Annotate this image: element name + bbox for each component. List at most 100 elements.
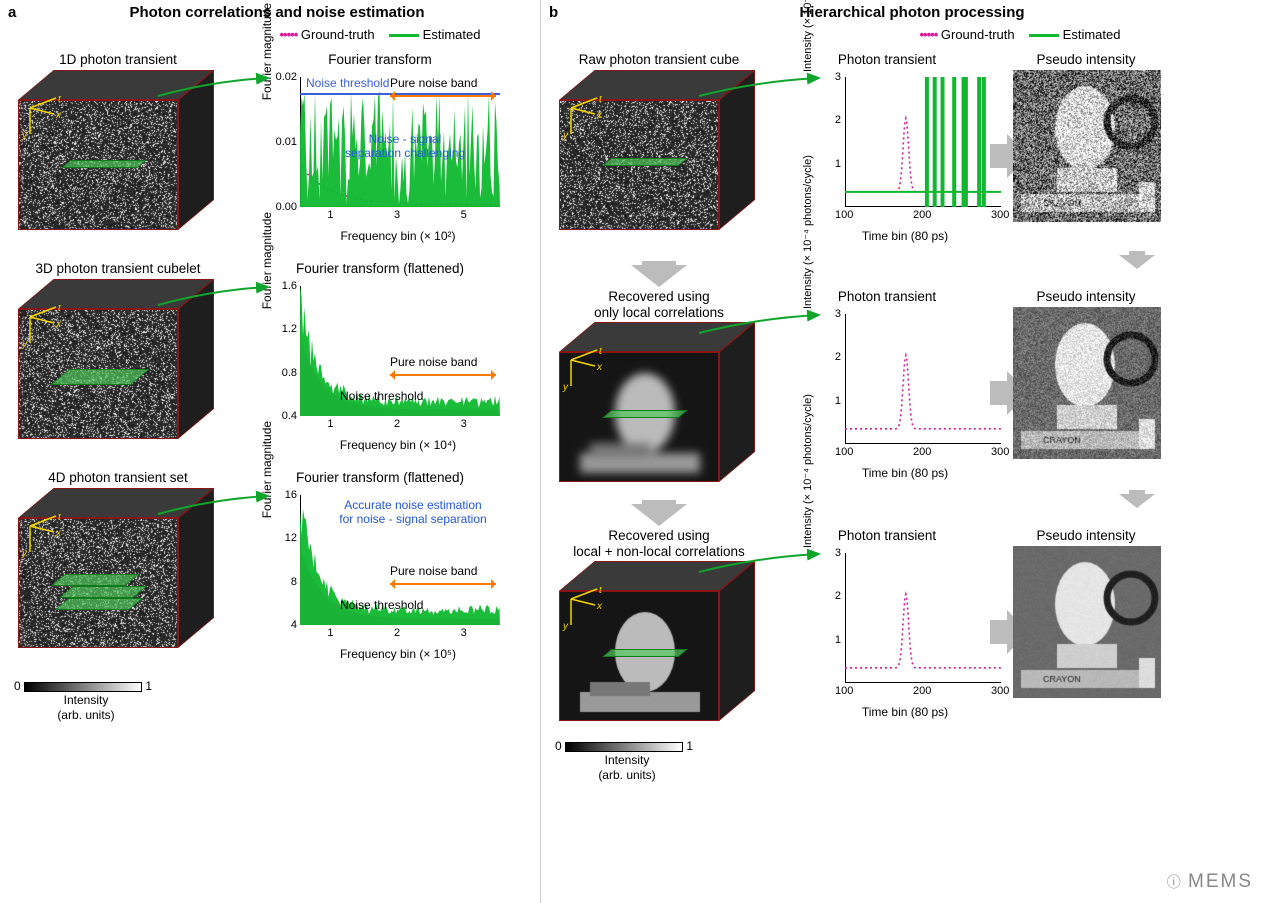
plot-area: Intensity (× 10⁻⁴ photons/cycle) 1231002… — [805, 306, 1005, 466]
svg-text:y: y — [21, 548, 28, 559]
legend-gt-label: Ground-truth — [941, 27, 1015, 42]
cb-max: 1 — [145, 679, 152, 693]
panel-b: b Hierarchical photon processing ••••• G… — [540, 0, 1269, 903]
colorbar-gradient — [24, 682, 142, 692]
xlabel: Frequency bin (× 10⁴) — [264, 438, 532, 452]
xlabel: Frequency bin (× 10⁵) — [264, 647, 532, 661]
plot-area: Fourier magnitude 481216123Noise thresho… — [264, 487, 504, 647]
legend-gt-dash: ••••• — [280, 27, 298, 42]
cube-wrap: 3D photon transient cubelet t x y — [8, 261, 228, 439]
cube-title: Raw photon transient cube — [549, 52, 769, 68]
pseudo-intensity-wrap: Pseudo intensity — [1005, 52, 1167, 222]
figure-root: a Photon correlations and noise estimati… — [0, 0, 1269, 903]
watermark-text: MEMS — [1188, 871, 1253, 892]
cb-min: 0 — [555, 739, 562, 753]
panel-b-legend: ••••• Ground-truth Estimated — [549, 21, 1261, 52]
ylabel: Fourier magnitude — [260, 421, 274, 518]
arrow-down-icon — [631, 504, 687, 526]
svg-text:y: y — [21, 130, 28, 141]
ylabel: Intensity (× 10⁻⁴ photons/cycle) — [801, 394, 814, 548]
cube-wrap: 4D photon transient set t x y — [8, 470, 228, 648]
cb-units: (arb. units) — [57, 708, 114, 722]
xlabel: Frequency bin (× 10²) — [264, 229, 532, 243]
cb-units: (arb. units) — [598, 768, 655, 782]
colorbar-b: 0 1 Intensity (arb. units) — [555, 739, 1261, 782]
legend-est-label: Estimated — [423, 27, 481, 42]
cube: t x y — [559, 322, 759, 482]
ylabel: Fourier magnitude — [260, 3, 274, 100]
cb-label: Intensity — [605, 753, 650, 767]
panel-a-row: 4D photon transient set t x y Fourier tr… — [8, 470, 532, 661]
plot-svg — [845, 553, 1001, 683]
legend-est-label: Estimated — [1063, 27, 1121, 42]
cube-wrap: Recovered usinglocal + non-local correla… — [549, 528, 769, 721]
ylabel: Fourier magnitude — [260, 212, 274, 309]
svg-text:x: x — [596, 362, 603, 373]
legend-gt-dash: ••••• — [920, 27, 938, 42]
thumb-image — [1013, 307, 1161, 459]
panel-a-title: Photon correlations and noise estimation — [22, 4, 532, 21]
svg-text:t: t — [58, 514, 62, 523]
panel-b-row: Recovered usinglocal + non-local correla… — [549, 528, 1261, 721]
panel-b-row: Raw photon transient cube t x y Photon t… — [549, 52, 1261, 243]
svg-text:t: t — [599, 96, 603, 105]
cube-title: 4D photon transient set — [8, 470, 228, 486]
svg-text:y: y — [562, 621, 569, 632]
cube-rod — [59, 586, 147, 598]
watermark: ⓘ MEMS — [1167, 871, 1253, 893]
fourier-plot: Fourier transform (flattened)Fourier mag… — [228, 470, 532, 661]
cube: t x y — [18, 279, 218, 439]
cube-wrap: Recovered usingonly local correlations t… — [549, 289, 769, 482]
ylabel: Intensity (× 10⁻⁴ photons/cycle) — [801, 155, 814, 309]
svg-text:x: x — [596, 110, 603, 121]
cube-rod — [602, 649, 688, 657]
arrow-down-icon — [631, 265, 687, 287]
cube-rod — [55, 598, 143, 610]
cube: t x y — [559, 561, 759, 721]
plot-area: Fourier magnitude 0.40.81.21.6123Noise t… — [264, 278, 504, 438]
svg-text:x: x — [596, 601, 603, 612]
cb-min: 0 — [14, 679, 21, 693]
cube: t x y — [559, 70, 759, 230]
cube-rod — [602, 410, 688, 418]
panel-b-row: Recovered usingonly local correlations t… — [549, 289, 1261, 482]
ylabel: Intensity (× 10⁻⁴ photons/cycle) — [801, 0, 814, 72]
svg-text:t: t — [58, 96, 62, 105]
svg-text:x: x — [55, 319, 62, 330]
legend-est-line — [1029, 34, 1059, 37]
thumb-image — [1013, 546, 1161, 698]
thumb-image — [1013, 70, 1161, 222]
cube-wrap: 1D photon transient t x y — [8, 52, 228, 230]
pseudo-intensity-wrap: Pseudo intensity — [1005, 528, 1167, 698]
xlabel: Time bin (80 ps) — [805, 705, 1005, 719]
cb-max: 1 — [686, 739, 693, 753]
cube-wrap: Raw photon transient cube t x y — [549, 52, 769, 230]
thumb-title: Pseudo intensity — [1005, 528, 1167, 543]
cube-rod — [602, 158, 688, 166]
plot-area: Intensity (× 10⁻⁴ photons/cycle) 1231002… — [805, 545, 1005, 705]
plot-area: Fourier magnitude 0.000.010.02135Noise t… — [264, 69, 504, 229]
cube-title: Recovered usinglocal + non-local correla… — [549, 528, 769, 559]
legend-gt-label: Ground-truth — [301, 27, 375, 42]
xlabel: Time bin (80 ps) — [805, 466, 1005, 480]
panel-b-title: Hierarchical photon processing — [563, 4, 1261, 21]
cube-title: 3D photon transient cubelet — [8, 261, 228, 277]
panel-a-label: a — [8, 4, 22, 21]
svg-text:x: x — [55, 528, 62, 539]
xlabel: Time bin (80 ps) — [805, 229, 1005, 243]
cb-label: Intensity — [64, 693, 109, 707]
plot-svg — [845, 314, 1001, 444]
svg-text:t: t — [58, 305, 62, 314]
svg-text:t: t — [599, 587, 603, 596]
plot-area: Intensity (× 10⁻⁴ photons/cycle) 1231002… — [805, 69, 1005, 229]
thumb-title: Pseudo intensity — [1005, 52, 1167, 67]
svg-text:y: y — [21, 339, 28, 350]
svg-text:y: y — [562, 130, 569, 141]
thumb-title: Pseudo intensity — [1005, 289, 1167, 304]
pseudo-intensity-wrap: Pseudo intensity — [1005, 289, 1167, 459]
svg-text:t: t — [599, 348, 603, 357]
cube-title: 1D photon transient — [8, 52, 228, 68]
panel-a: a Photon correlations and noise estimati… — [0, 0, 540, 903]
svg-text:y: y — [562, 382, 569, 393]
plot-svg — [845, 77, 1001, 207]
